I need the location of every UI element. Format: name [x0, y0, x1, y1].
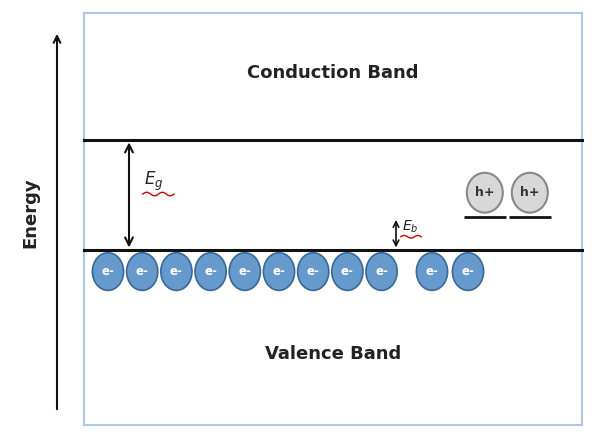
Text: $E_g$: $E_g$: [144, 170, 163, 193]
Text: e-: e-: [136, 265, 149, 278]
Text: e-: e-: [375, 265, 388, 278]
Ellipse shape: [452, 253, 484, 291]
Text: h+: h+: [520, 186, 539, 199]
FancyBboxPatch shape: [84, 13, 582, 425]
Text: e-: e-: [307, 265, 320, 278]
Text: h+: h+: [475, 186, 494, 199]
Text: Valence Band: Valence Band: [265, 346, 401, 363]
Ellipse shape: [332, 253, 363, 291]
Ellipse shape: [195, 253, 226, 291]
Text: e-: e-: [341, 265, 354, 278]
Text: e-: e-: [101, 265, 115, 278]
Text: e-: e-: [272, 265, 286, 278]
Text: Energy: Energy: [21, 177, 39, 248]
Ellipse shape: [161, 253, 192, 291]
Text: Conduction Band: Conduction Band: [247, 64, 419, 82]
Ellipse shape: [416, 253, 448, 291]
Text: e-: e-: [238, 265, 251, 278]
Text: e-: e-: [425, 265, 439, 278]
Text: e-: e-: [170, 265, 183, 278]
Ellipse shape: [467, 173, 503, 213]
Ellipse shape: [127, 253, 158, 291]
Ellipse shape: [298, 253, 329, 291]
Ellipse shape: [512, 173, 548, 213]
Ellipse shape: [92, 253, 124, 291]
Ellipse shape: [366, 253, 397, 291]
Text: e-: e-: [204, 265, 217, 278]
Ellipse shape: [229, 253, 260, 291]
Text: $E_b$: $E_b$: [402, 219, 418, 235]
Ellipse shape: [263, 253, 295, 291]
Text: e-: e-: [461, 265, 475, 278]
